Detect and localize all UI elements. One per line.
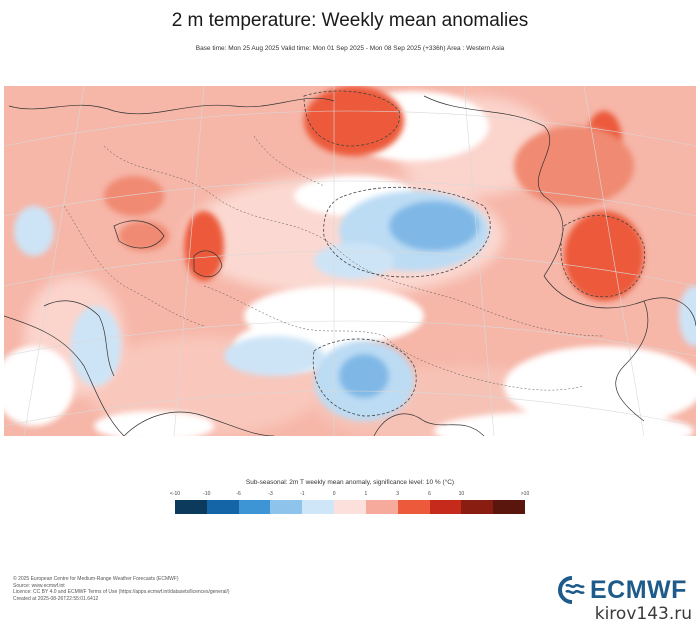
legend-swatch bbox=[270, 500, 303, 514]
ecmwf-logo-text: ECMWF bbox=[590, 575, 687, 604]
legend-ticks: <-10 -10 -6 -3 -1 0 1 3 6 10 >10 bbox=[170, 491, 529, 499]
legend-tick: -6 bbox=[236, 491, 241, 497]
legend-tick: 0 bbox=[332, 491, 336, 497]
country-borders bbox=[63, 135, 605, 391]
map-subtitle: Base time: Mon 25 Aug 2025 Valid time: M… bbox=[195, 45, 505, 52]
significance-contours bbox=[303, 90, 646, 417]
cold-anomalies bbox=[14, 191, 696, 421]
footer-credits: © 2025 European Centre for Medium-Range … bbox=[13, 576, 333, 602]
anomaly-map[interactable] bbox=[4, 86, 696, 436]
ecmwf-logo[interactable]: ECMWF bbox=[556, 574, 687, 606]
legend-swatch bbox=[461, 500, 494, 514]
legend-tick: <-10 bbox=[169, 491, 181, 497]
legend-swatch bbox=[397, 500, 430, 514]
map-title: 2 m temperature: Weekly mean anomalies bbox=[171, 10, 529, 31]
footer-license: Licence: CC BY 4.0 and ECMWF Terms of Us… bbox=[13, 589, 230, 595]
legend-colorbar bbox=[175, 500, 525, 514]
legend-swatch bbox=[493, 500, 525, 514]
legend-tick: 3 bbox=[396, 491, 400, 497]
legend-swatch bbox=[238, 500, 271, 514]
map-svg bbox=[4, 86, 696, 436]
legend-swatch bbox=[206, 500, 239, 514]
legend-tick: -3 bbox=[268, 491, 273, 497]
watermark: kirov143.ru bbox=[594, 604, 692, 624]
legend-swatch bbox=[429, 500, 462, 514]
footer-created: Created at 2025-08-26T22:55:01.6412 bbox=[13, 595, 99, 602]
legend-tick: >10 bbox=[520, 491, 530, 497]
footer-source: Source: www.ecmwf.int bbox=[13, 582, 65, 589]
legend-tick: 6 bbox=[428, 491, 431, 497]
legend-swatch bbox=[175, 500, 207, 514]
legend-tick: 1 bbox=[364, 491, 368, 497]
legend-swatch bbox=[302, 500, 335, 514]
legend-tick: -10 bbox=[203, 491, 211, 497]
footer-copyright: © 2025 European Centre for Medium-Range … bbox=[13, 576, 179, 582]
legend-tick: -1 bbox=[300, 491, 305, 497]
ecmwf-logo-icon bbox=[558, 576, 585, 604]
graticule bbox=[4, 86, 696, 436]
legend-swatch bbox=[365, 500, 398, 514]
legend-tick: 10 bbox=[458, 491, 465, 497]
legend-swatch bbox=[334, 500, 366, 514]
legend-title: Sub-seasonal: 2m T weekly mean anomaly, … bbox=[245, 479, 455, 486]
coastlines bbox=[4, 95, 696, 436]
